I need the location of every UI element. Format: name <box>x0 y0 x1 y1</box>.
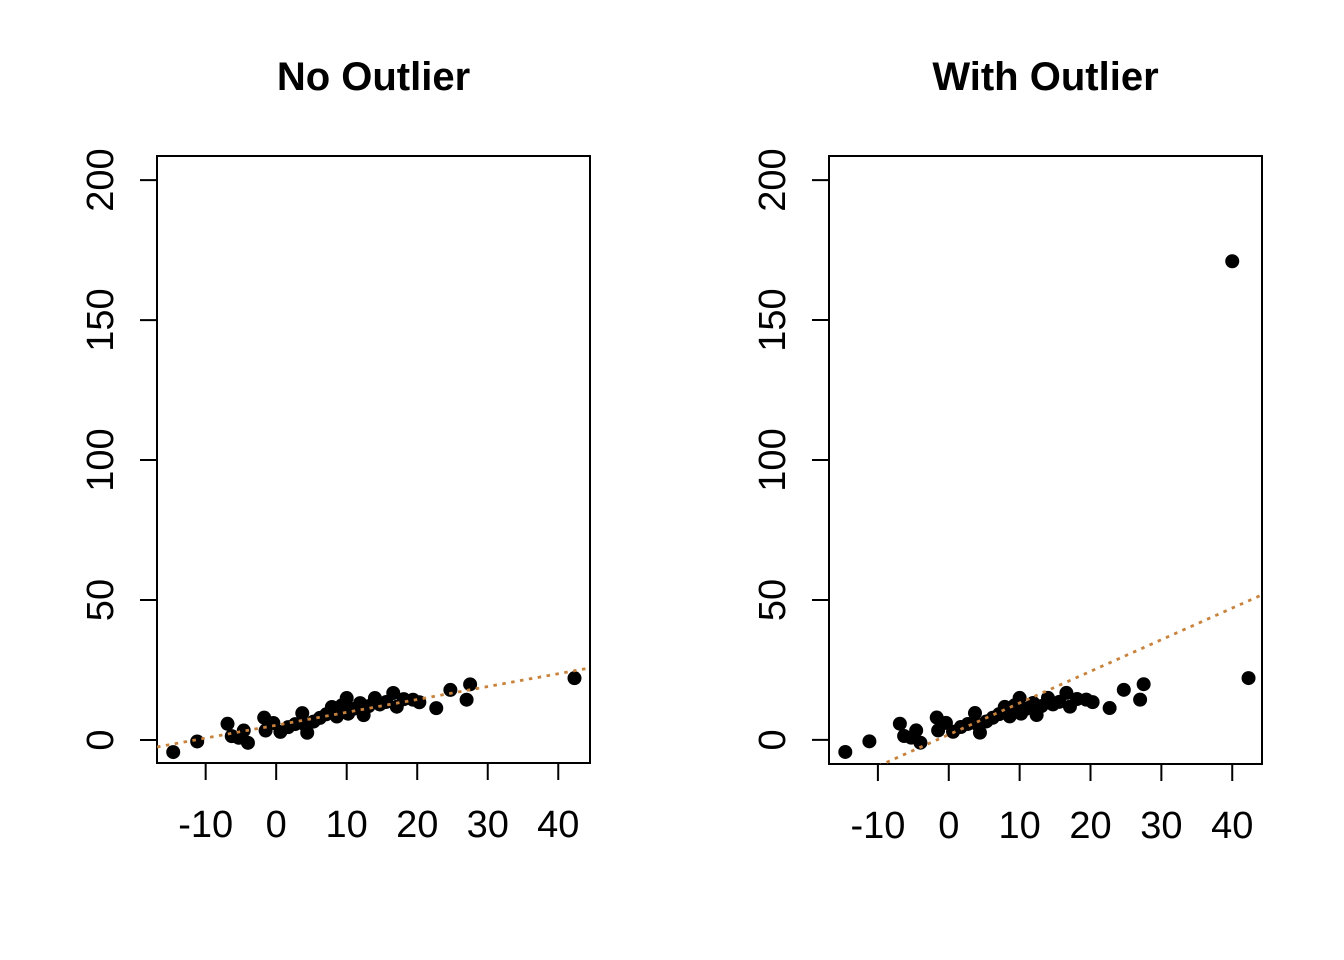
x-tick-label: 10 <box>326 804 368 846</box>
y-tick-label: 50 <box>80 579 122 621</box>
x-tick-label: -10 <box>850 805 905 847</box>
y-tick-label: 200 <box>80 148 122 211</box>
data-point <box>1136 677 1151 692</box>
data-points <box>838 254 1256 759</box>
x-tick-label: 10 <box>998 805 1040 847</box>
data-point <box>329 709 344 724</box>
data-point <box>862 734 877 749</box>
y-tick-label: 0 <box>80 729 122 750</box>
data-point <box>1002 709 1017 724</box>
plot-border <box>156 155 591 764</box>
y-tick-label: 0 <box>752 729 794 750</box>
data-point <box>166 745 181 760</box>
data-point <box>1085 695 1100 710</box>
data-point <box>220 716 235 731</box>
trend-line-group <box>157 666 590 749</box>
trend-line <box>879 593 1262 764</box>
data-point <box>339 691 354 706</box>
x-tick-label: 0 <box>266 804 287 846</box>
data-point <box>463 677 478 692</box>
data-point <box>909 723 924 738</box>
data-point <box>190 734 205 749</box>
data-point <box>459 692 474 707</box>
data-point <box>1102 701 1117 716</box>
x-tick-label: -10 <box>178 804 233 846</box>
data-point <box>236 723 251 738</box>
data-point <box>1012 690 1027 705</box>
y-tick-label: 200 <box>752 148 794 211</box>
data-point <box>386 686 401 701</box>
data-point <box>1241 671 1256 686</box>
trend-line-group <box>879 593 1262 764</box>
data-point <box>300 725 315 740</box>
data-point <box>295 706 310 721</box>
data-point <box>429 701 444 716</box>
trend-line <box>157 666 590 749</box>
x-tick-label: 20 <box>396 804 438 846</box>
panel-with-outlier: With Outlier -10 0 10 20 30 40 0 50 100 150 200 <box>752 55 1263 847</box>
data-point <box>972 725 987 740</box>
y-tick-label: 50 <box>752 579 794 621</box>
y-tick-label: 150 <box>80 288 122 351</box>
data-point <box>240 735 255 750</box>
data-point <box>1116 682 1131 697</box>
x-tick-label: 40 <box>1211 805 1253 847</box>
data-point <box>913 735 928 750</box>
data-point <box>967 706 982 721</box>
panel-title: No Outlier <box>277 55 470 99</box>
y-tick-label: 150 <box>752 288 794 351</box>
data-point <box>443 682 458 697</box>
data-point <box>838 744 853 759</box>
x-tick-label: 0 <box>938 805 959 847</box>
x-tick-label: 40 <box>537 804 579 846</box>
x-tick-label: 30 <box>467 804 509 846</box>
x-tick-label: 30 <box>1140 805 1182 847</box>
plot-border <box>828 155 1263 765</box>
data-point <box>1059 685 1074 700</box>
x-tick-label: 20 <box>1069 805 1111 847</box>
y-tick-label: 100 <box>752 428 794 491</box>
data-point <box>567 671 582 686</box>
y-tick-label: 100 <box>80 428 122 491</box>
data-point <box>1133 692 1148 707</box>
panel-no-outlier: No Outlier -10 0 10 20 30 40 0 50 100 150 200 <box>80 55 591 846</box>
data-points <box>166 671 582 760</box>
data-point <box>892 716 907 731</box>
panel-title: With Outlier <box>932 55 1158 99</box>
data-point <box>1225 254 1240 269</box>
